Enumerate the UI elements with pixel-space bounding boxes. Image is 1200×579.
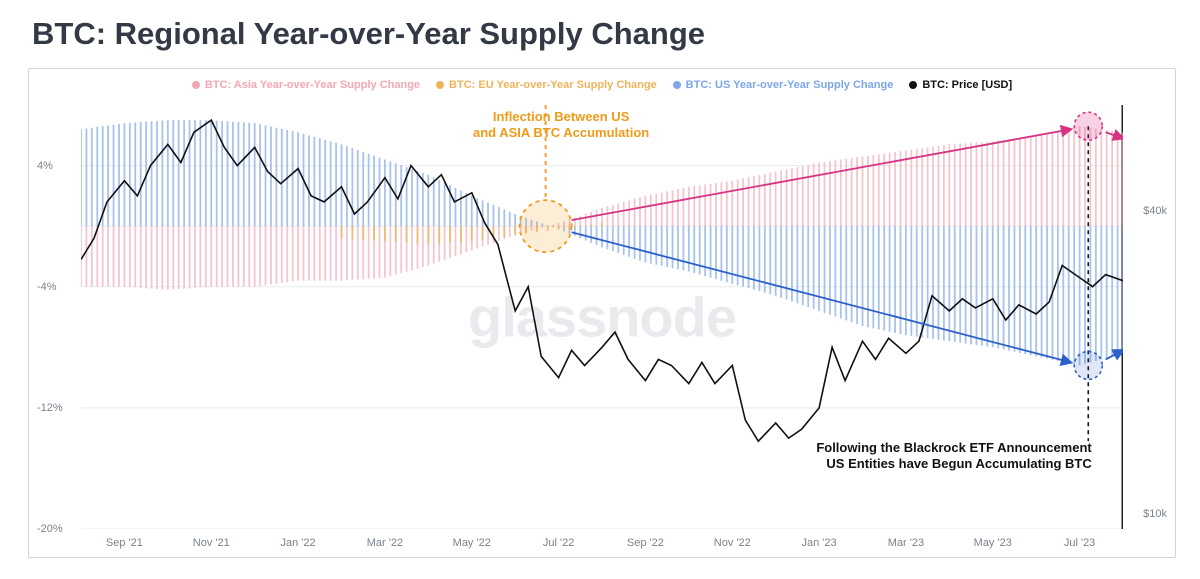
y-left-tick: -4%: [37, 281, 57, 293]
x-tick: Mar '23: [888, 537, 924, 549]
y-left-tick: -20%: [37, 523, 63, 535]
legend-dot-eu: [436, 81, 444, 89]
y-left-tick: 4%: [37, 160, 53, 172]
x-tick: Nov '21: [193, 537, 230, 549]
chart-frame: BTC: Asia Year-over-Year Supply Change B…: [28, 68, 1176, 558]
annotation-blackrock-line2: US Entities have Begun Accumulating BTC: [772, 456, 1092, 472]
x-tick: May '22: [453, 537, 491, 549]
x-tick: Jul '23: [1064, 537, 1095, 549]
legend-label-price: BTC: Price [USD]: [922, 79, 1012, 91]
x-tick: Nov '22: [714, 537, 751, 549]
x-tick: Mar '22: [367, 537, 403, 549]
x-tick: Jan '22: [281, 537, 316, 549]
annotation-blackrock: Following the Blackrock ETF Announcement…: [772, 440, 1092, 473]
x-tick: Sep '22: [627, 537, 664, 549]
annotation-blackrock-line1: Following the Blackrock ETF Announcement: [772, 440, 1092, 456]
legend-dot-price: [909, 81, 917, 89]
legend-label-asia: BTC: Asia Year-over-Year Supply Change: [205, 79, 420, 91]
x-tick: May '23: [974, 537, 1012, 549]
legend-item-eu: BTC: EU Year-over-Year Supply Change: [436, 79, 657, 91]
x-tick: Jul '22: [543, 537, 574, 549]
annotation-inflection-line2: and ASIA BTC Accumulation: [456, 125, 666, 141]
legend-item-price: BTC: Price [USD]: [909, 79, 1012, 91]
annotation-inflection: Inflection Between US and ASIA BTC Accum…: [456, 109, 666, 140]
legend-label-us: BTC: US Year-over-Year Supply Change: [686, 79, 894, 91]
annotation-inflection-line1: Inflection Between US: [456, 109, 666, 125]
legend-label-eu: BTC: EU Year-over-Year Supply Change: [449, 79, 657, 91]
y-right-tick: $10k: [1143, 508, 1167, 520]
legend: BTC: Asia Year-over-Year Supply Change B…: [29, 79, 1175, 91]
x-tick: Jan '23: [802, 537, 837, 549]
legend-item-us: BTC: US Year-over-Year Supply Change: [673, 79, 894, 91]
legend-dot-us: [673, 81, 681, 89]
plot-area: glassnode In: [81, 105, 1123, 529]
legend-item-asia: BTC: Asia Year-over-Year Supply Change: [192, 79, 420, 91]
page-title: BTC: Regional Year-over-Year Supply Chan…: [32, 16, 705, 52]
legend-dot-asia: [192, 81, 200, 89]
y-right-tick: $40k: [1143, 205, 1167, 217]
y-left-tick: -12%: [37, 402, 63, 414]
x-tick: Sep '21: [106, 537, 143, 549]
